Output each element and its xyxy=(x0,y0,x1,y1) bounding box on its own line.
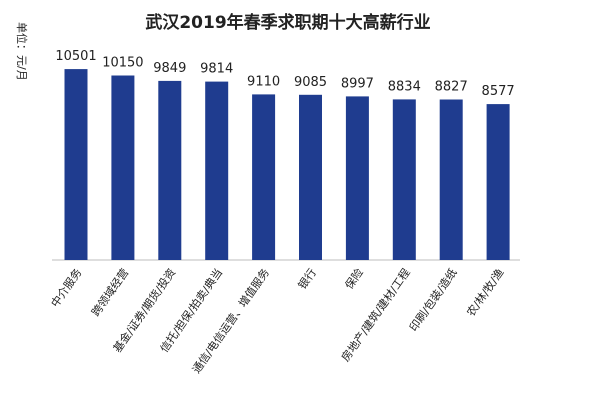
bar-2 xyxy=(111,75,135,260)
category-label-2: 跨领域经营 xyxy=(88,266,131,319)
bar-6 xyxy=(299,94,322,260)
value-label-10: 8577 xyxy=(482,84,515,99)
bar-7 xyxy=(345,96,369,261)
value-label-8: 8834 xyxy=(388,79,421,94)
bar-8 xyxy=(392,99,416,261)
category-label-6: 银行 xyxy=(295,266,319,292)
bar-10 xyxy=(486,104,510,260)
y-axis-label: 单位：元/月 xyxy=(15,22,29,81)
value-label-7: 8997 xyxy=(341,76,374,91)
bar-3 xyxy=(158,80,182,261)
value-label-6: 9085 xyxy=(294,75,327,90)
category-label-10: 农/林/牧/渔 xyxy=(463,266,506,319)
value-labels-group: 10501 10150 9849 9814 9110 9085 8997 8834 8827 85… xyxy=(55,49,514,99)
value-label-9: 8827 xyxy=(435,80,468,95)
chart-title: 武汉2019年春季求职期十大高薪行业 xyxy=(145,12,430,33)
category-label-9: 印刷/包装/造纸 xyxy=(406,266,460,334)
bar-1 xyxy=(64,69,88,260)
category-label-1: 中介服务 xyxy=(49,266,85,309)
category-labels-group: 中介服务 跨领域经营基金/证券/期货/投资信托/担保/拍卖/典当通信/电信运营、增… xyxy=(49,266,507,376)
bar-9 xyxy=(439,99,463,260)
value-label-5: 9110 xyxy=(247,74,280,89)
bar-4 xyxy=(205,81,229,260)
category-label-7: 保险 xyxy=(342,266,366,292)
category-label-5: 通信/电信运营、增值服务 xyxy=(189,266,272,376)
value-label-1: 10501 xyxy=(55,49,96,64)
bars-group xyxy=(64,69,510,261)
value-label-2: 10150 xyxy=(102,56,143,71)
value-label-3: 9849 xyxy=(153,61,186,76)
bar-5 xyxy=(252,94,276,261)
value-label-4: 9814 xyxy=(200,62,233,77)
